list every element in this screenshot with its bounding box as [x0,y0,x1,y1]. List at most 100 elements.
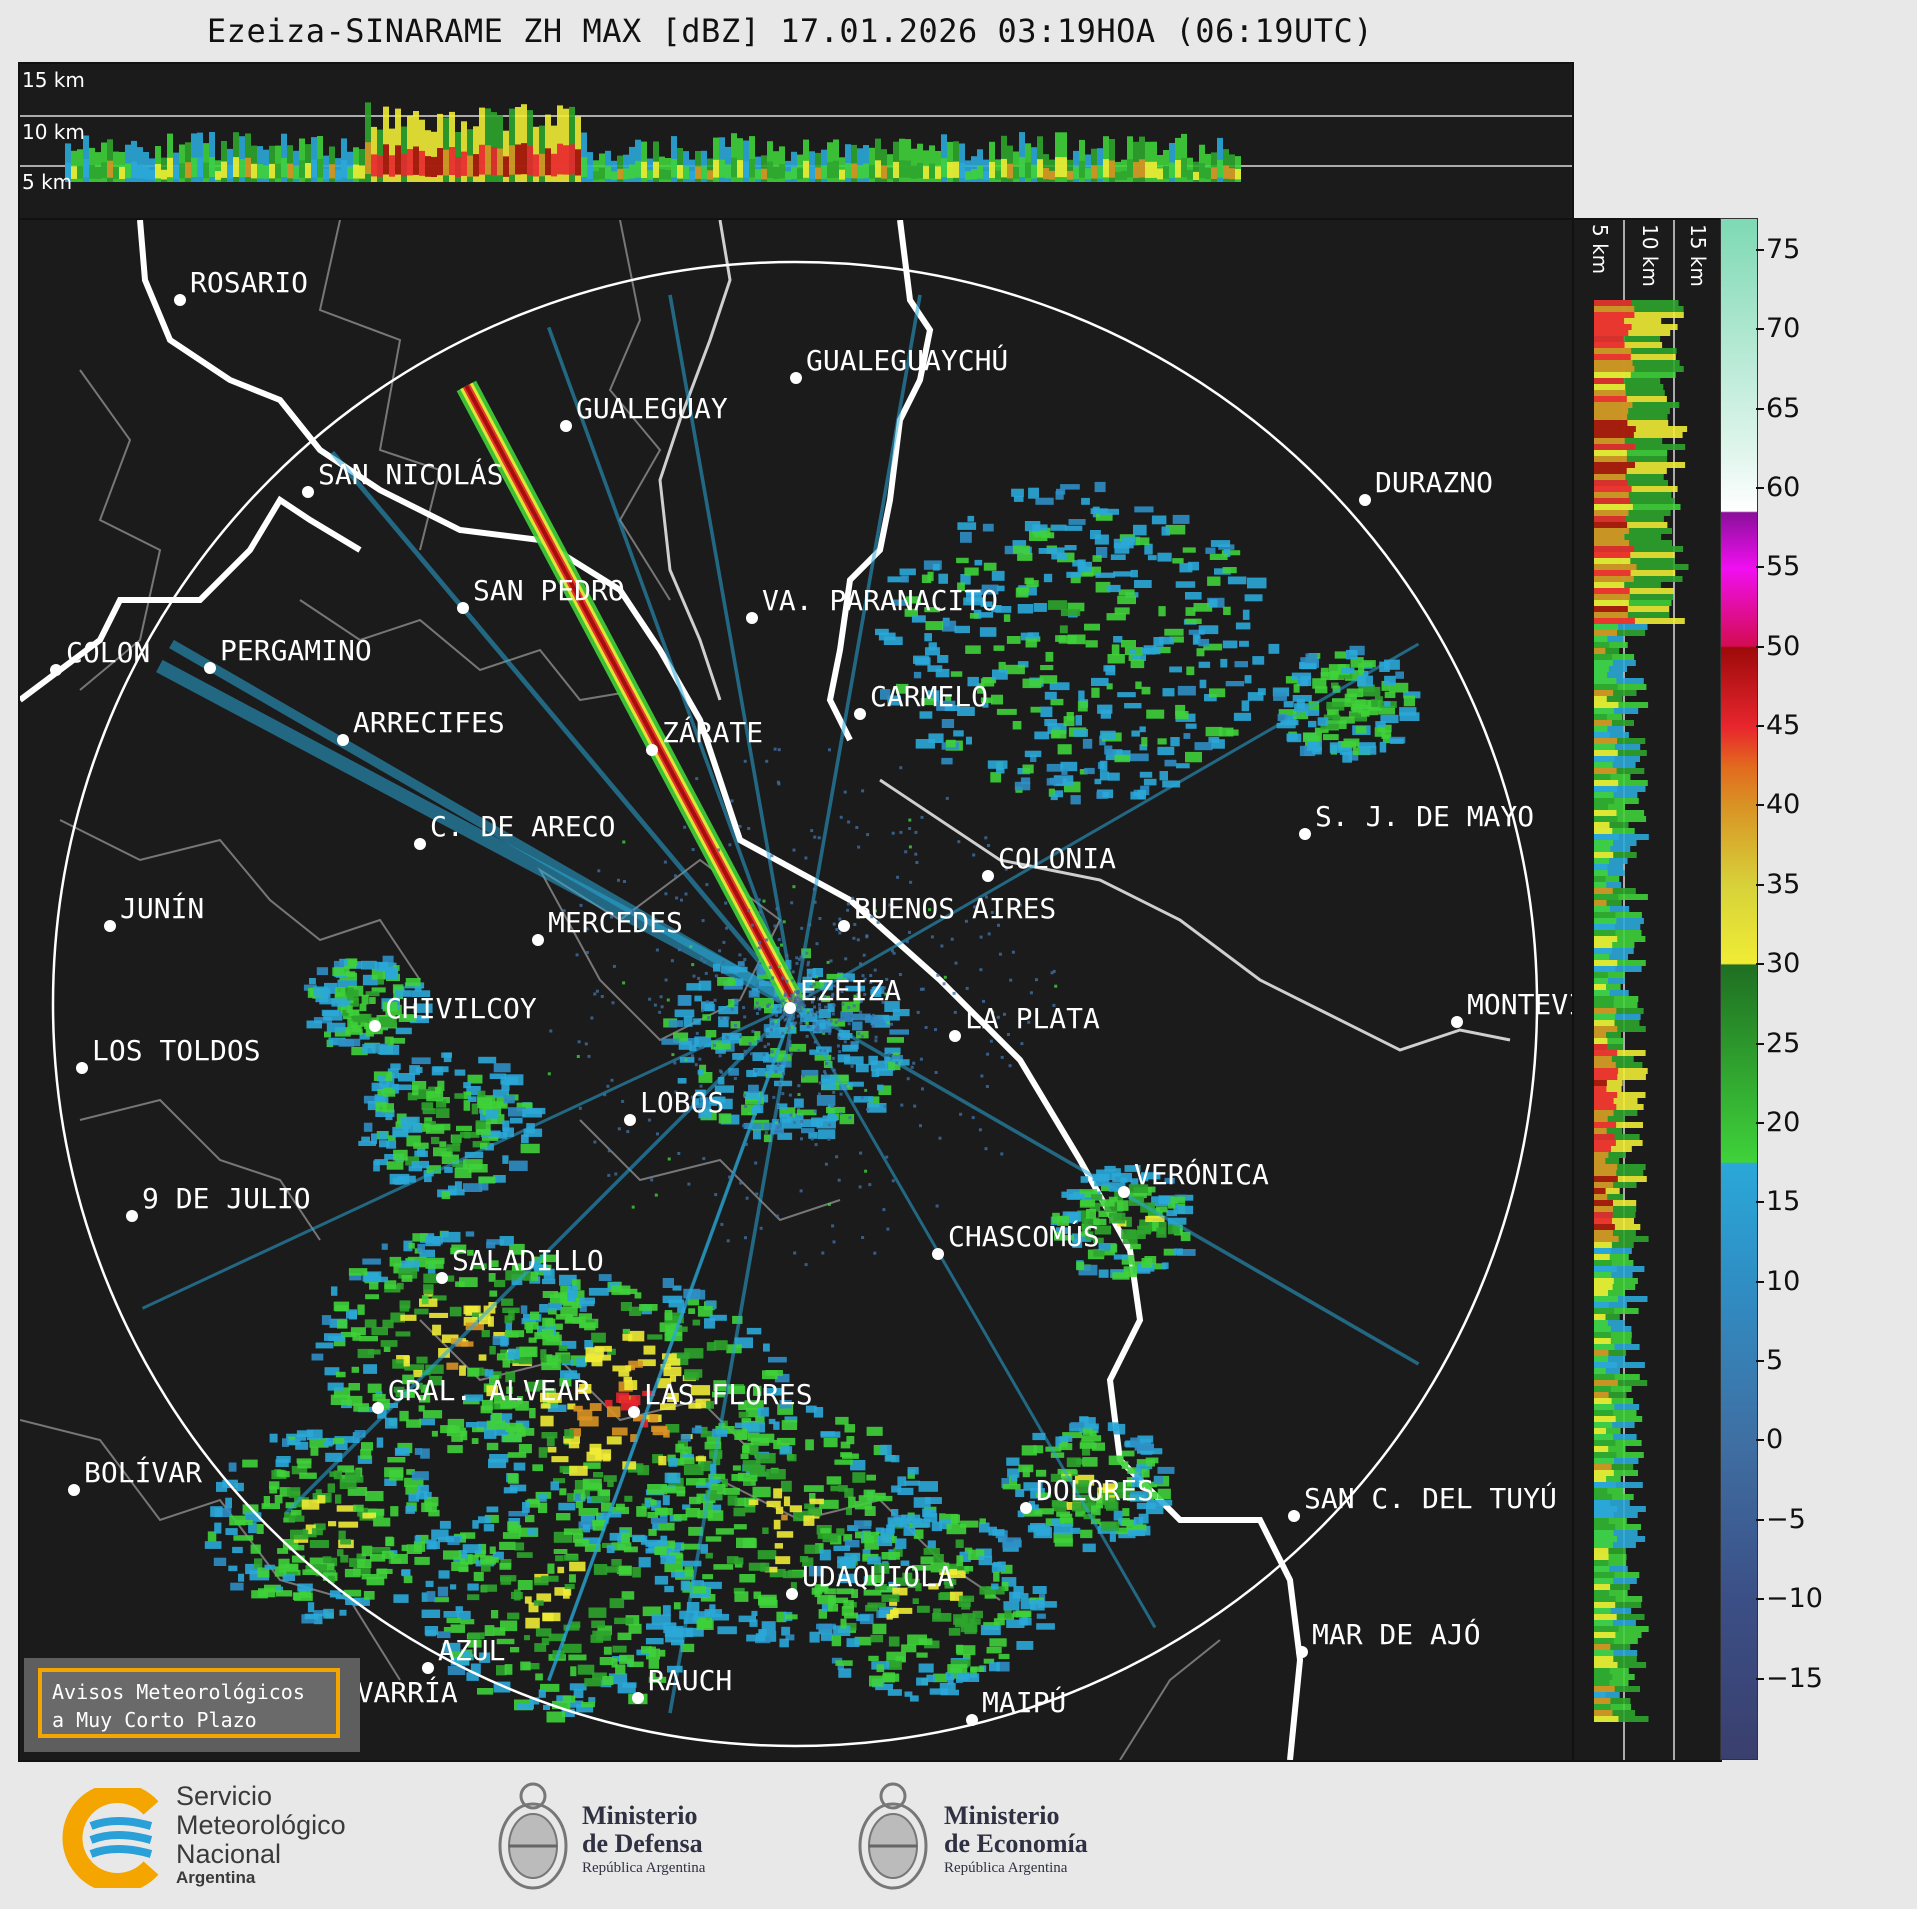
colorbar-tick-mark [1756,1360,1764,1363]
city-label: GUALEGUAYCHÚ [806,343,1008,377]
city-marker [624,1114,636,1126]
city-label: LOS TOLDOS [92,1034,261,1067]
colorbar-tick-mark [1756,486,1764,489]
altitude-label-15: 15 km [22,68,85,92]
city-label: JUNÍN [120,891,204,925]
city-marker [1020,1502,1032,1514]
city-label: SAN NICOLÁS [318,457,503,491]
city-marker [932,1248,944,1260]
smn-line-2: Meteorológico [176,1810,346,1840]
city-label: COLON [66,636,150,669]
colorbar-tick-mark [1756,248,1764,251]
radar-map-canvas: ROSARIO GUALEGUAYCHÚ GUALEGUAY SAN NICOLÁS D… [18,219,1636,1761]
smn-logo-icon [62,1788,159,1888]
city-label: ROSARIO [190,266,308,299]
logos-footer: Servicio Meteorológico Nacional Argentin… [0,1760,1917,1909]
city-label: GRAL. ALVEAR [388,1374,590,1407]
colorbar-tick-label: −5 [1766,1503,1806,1535]
top-cross-section-echoes [20,102,1572,182]
colorbar-tick-label: 20 [1766,1106,1801,1138]
colorbar-tick-mark [1756,1518,1764,1521]
city-marker [1299,828,1311,840]
smn-line-4: Argentina [176,1868,256,1887]
city-marker [532,934,544,946]
city-marker [632,1692,644,1704]
economia-line-1: Ministerio [944,1801,1060,1830]
economia-seal-icon [858,1782,928,1890]
city-marker [982,870,994,882]
colorbar-tick-mark [1756,1042,1764,1045]
city-marker [457,602,469,614]
warning-line-2: a Muy Corto Plazo [52,1708,257,1732]
colorbar-tick-mark [1756,883,1764,886]
city-marker [790,372,802,384]
altitude-label-10: 10 km [22,120,85,144]
city-marker [1359,494,1371,506]
city-marker [646,744,658,756]
colorbar-tick-label: 65 [1766,392,1801,424]
colorbar-tick-label: 35 [1766,868,1801,900]
city-label: VA. PARANACITO [762,584,998,617]
city-label: 9 DE JULIO [142,1182,311,1215]
city-label: LOBOS [640,1086,724,1119]
colorbar-tick-label: 15 [1766,1186,1801,1218]
city-marker [68,1484,80,1496]
city-marker [966,1714,978,1726]
city-label: AZUL [438,1634,505,1667]
side-altitude-label-5: 5 km [1588,224,1612,275]
city-marker [204,662,216,674]
economia-logo-text: Ministerio de Economía República Argenti… [944,1802,1088,1878]
city-marker [174,294,186,306]
defensa-line-3: República Argentina [582,1860,706,1876]
radar-title: Ezeiza-SINARAME ZH MAX [dBZ] 17.01.2026 … [206,12,1374,50]
city-marker [628,1406,640,1418]
city-marker [372,1402,384,1414]
colorbar-tick-label: 50 [1766,630,1801,662]
colorbar-tick-mark [1756,645,1764,648]
colorbar-tick-label: 0 [1766,1424,1784,1456]
warning-box[interactable]: Avisos Meteorológicos a Muy Corto Plazo [38,1668,340,1738]
defensa-line-1: Ministerio [582,1801,698,1830]
city-label: EZEIZA [800,974,901,1007]
city-label: SAN C. DEL TUYÚ [1304,1481,1557,1515]
colorbar-tick-mark [1756,963,1764,966]
city-marker [369,1020,381,1032]
city-label: DOLORES [1036,1474,1154,1507]
city-marker [784,1002,796,1014]
city-marker [50,664,62,676]
city-label: MAR DE AJÓ [1312,1617,1481,1651]
dbz-colorbar [1720,218,1758,1760]
colorbar-tick-label: −10 [1766,1583,1823,1615]
top-cross-section: 15 km 10 km 5 km [18,62,1574,220]
colorbar-tick-mark [1756,725,1764,728]
city-label: CARMELO [870,680,988,713]
colorbar-tick-label: 45 [1766,710,1801,742]
radar-map[interactable]: ROSARIO GUALEGUAYCHÚ GUALEGUAY SAN NICOLÁS D… [18,218,1636,1762]
colorbar-tick-mark [1756,328,1764,331]
city-label: BUENOS AIRES [854,892,1056,925]
city-marker [126,1210,138,1222]
city-marker [1296,1646,1308,1658]
city-label: S. J. DE MAYO [1315,800,1534,833]
city-marker [414,838,426,850]
city-label: C. DE ARECO [430,810,615,843]
colorbar-tick-label: −15 [1766,1662,1823,1694]
city-marker [422,1662,434,1674]
city-label: ARRECIFES [353,706,505,739]
colorbar-tick-mark [1756,1598,1764,1601]
colorbar-tick-mark [1756,1121,1764,1124]
city-marker [436,1272,448,1284]
city-label: SALADILLO [452,1244,604,1277]
city-label: PERGAMINO [220,634,372,667]
colorbar-tick-mark [1756,566,1764,569]
city-marker [104,920,116,932]
economia-line-2: de Economía [944,1829,1088,1858]
city-label: LA PLATA [965,1002,1100,1035]
city-marker [854,708,866,720]
city-marker [1118,1186,1130,1198]
side-cross-section-echoes [1594,220,1689,1760]
city-marker [1451,1016,1463,1028]
colorbar-tick-mark [1756,407,1764,410]
city-marker [302,486,314,498]
city-label: UDAQUIOLA [802,1560,954,1593]
